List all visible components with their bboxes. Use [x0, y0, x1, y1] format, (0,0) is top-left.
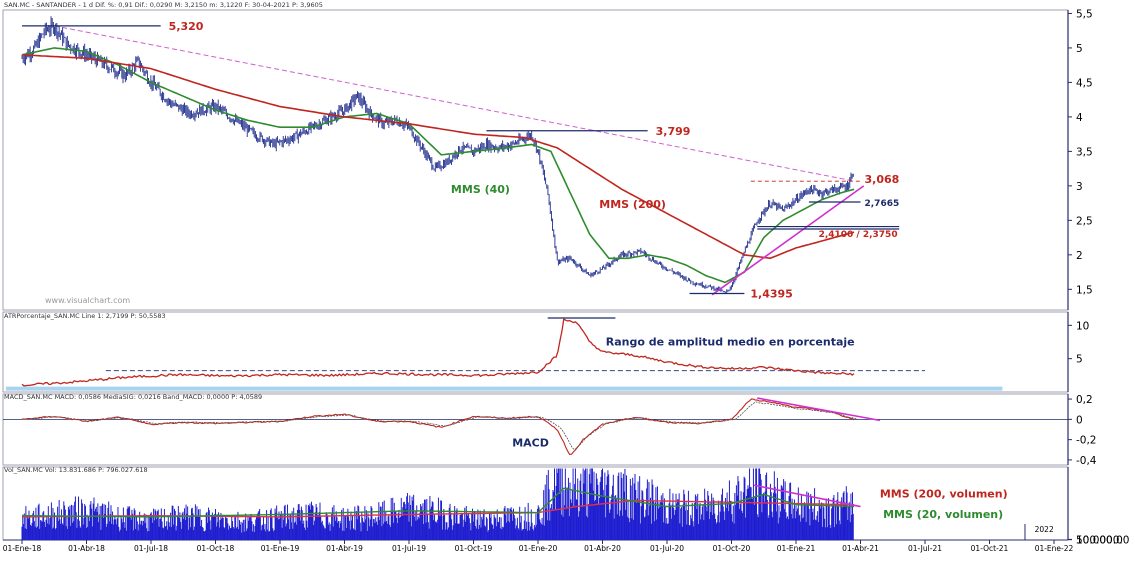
x-tick-label: 01-Ene-21 — [777, 544, 816, 553]
x-tick-label: 01-Ene-19 — [261, 544, 300, 553]
y-tick-label: 10 — [1076, 320, 1089, 332]
volume-divergence-line — [753, 484, 861, 508]
x-tick-label: 01-Oct-20 — [713, 544, 751, 553]
y-tick-label: 5 — [1076, 354, 1083, 366]
x-tick-label: 01-Jul-21 — [908, 544, 942, 553]
level-label: 2,7665 — [865, 199, 900, 209]
macd-divergence-line — [757, 397, 880, 422]
volume-ma200-label: MMS (200, volumen) — [880, 487, 1008, 500]
y-tick-label: 5,5 — [1076, 8, 1093, 20]
x-tick-label: 01-Ene-20 — [519, 544, 558, 553]
y-tick-label: 0,2 — [1076, 394, 1093, 406]
y-tick-label: 1,5 — [1076, 284, 1093, 296]
x-tick-label: 01-Abr-18 — [68, 544, 105, 553]
x-tick-label: 01-Oct-19 — [455, 544, 493, 553]
y-tick-label: 50.000.0 — [1076, 535, 1123, 547]
y-tick-label: 4 — [1076, 112, 1083, 124]
uptrend-line — [711, 185, 865, 296]
y-tick-label: 0 — [1076, 414, 1083, 426]
y-tick-label: 4,5 — [1076, 77, 1093, 89]
y-tick-label: 2,5 — [1076, 215, 1093, 227]
x-tick-label: 01-Ene-22 — [1035, 544, 1074, 553]
macd-title: MACD — [512, 437, 549, 450]
ma40-line — [21, 47, 855, 284]
level-label: 2,4100 / 2,3750 — [819, 230, 898, 240]
volume-header: Vol_SAN.MC Vol: 13.831.686 P: 796.027.61… — [4, 466, 148, 474]
level-label: 3,068 — [865, 173, 900, 186]
y-tick-label: -0,4 — [1076, 455, 1097, 467]
volume-ma20-line — [22, 487, 855, 518]
x-tick-label: 01-Ene-18 — [3, 544, 42, 553]
y-tick-label: 3,5 — [1076, 146, 1093, 158]
volume-ma200-line — [22, 499, 855, 518]
y-tick-label: 5 — [1076, 43, 1083, 55]
x-tick-label: 01-Abr-19 — [326, 544, 363, 553]
x-tick-label: 01-Oct-21 — [971, 544, 1009, 553]
x-tick-label: 01-Abr-20 — [584, 544, 621, 553]
x-tick-label: 01-Abr-21 — [842, 544, 879, 553]
y-tick-label: 100.000.0 — [1076, 534, 1129, 546]
macd-signal-line — [25, 401, 859, 450]
watermark: www.visualchart.com — [45, 296, 130, 305]
ma-annotation: MMS (200) — [599, 198, 666, 211]
y-tick-label: -0,2 — [1076, 435, 1097, 447]
macd-header: MACD_SAN.MC MACD: 0,0586 MediaSIG: 0,021… — [4, 393, 262, 401]
x-year-label: 2022 — [1035, 525, 1054, 534]
x-tick-label: 01-Jul-20 — [650, 544, 684, 553]
level-label: 3,799 — [656, 125, 691, 138]
atr-header: ATRPorcentaje_SAN.MC Line 1: 2,7199 P: 5… — [4, 312, 166, 320]
ma200-line — [21, 54, 855, 260]
x-tick-label: 01-Jul-18 — [134, 544, 168, 553]
level-label: 1,4395 — [750, 287, 792, 300]
y-tick-label: 3 — [1076, 181, 1083, 193]
level-label: 5,320 — [169, 20, 204, 33]
x-tick-label: 01-Jul-19 — [392, 544, 426, 553]
volume-ma20-label: MMS (20, volumen) — [883, 508, 1003, 521]
y-tick-label: 2 — [1076, 250, 1083, 262]
x-tick-label: 01-Oct-18 — [197, 544, 235, 553]
price-header: SAN.MC - SANTANDER - 1 d Dif. %: 0,91 Di… — [4, 1, 323, 9]
atr-line — [21, 318, 855, 387]
ma-annotation: MMS (40) — [451, 183, 510, 196]
atr-title: Rango de amplitud medio en porcentaje — [606, 335, 855, 348]
